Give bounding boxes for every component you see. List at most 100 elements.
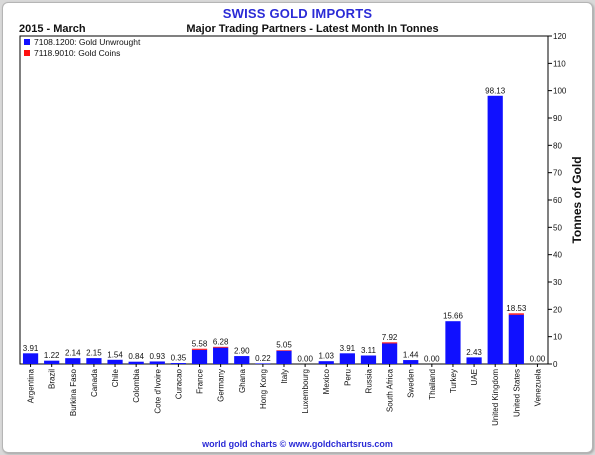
bar-coins-12 bbox=[276, 350, 292, 351]
bar-unwrought-10 bbox=[234, 356, 250, 364]
category-label: France bbox=[196, 368, 205, 393]
category-label: Curacao bbox=[174, 368, 183, 399]
category-label: Venezuela bbox=[533, 368, 542, 406]
data-label: 18.53 bbox=[506, 304, 527, 313]
y-tick-label: 70 bbox=[553, 169, 562, 178]
bar-coins-8 bbox=[191, 348, 208, 350]
category-label: Argentina bbox=[27, 368, 36, 403]
data-label: 0.84 bbox=[128, 352, 144, 361]
category-label: Ghana bbox=[238, 368, 247, 393]
category-label: Canada bbox=[90, 368, 99, 397]
bar-unwrought-5 bbox=[128, 361, 144, 364]
category-label: Thailand bbox=[428, 369, 437, 400]
bar-coins-17 bbox=[382, 342, 398, 344]
data-label: 2.14 bbox=[65, 349, 81, 358]
bars-group bbox=[22, 95, 524, 364]
y-tick-label: 110 bbox=[553, 59, 566, 68]
data-label: 0.22 bbox=[255, 354, 271, 363]
category-label: Russia bbox=[364, 368, 373, 393]
category-labels: Argentina Brazil Burkina Faso Canada Chile Co… bbox=[27, 364, 542, 426]
y-axis-label: Tonnes of Gold bbox=[570, 156, 584, 243]
bar-unwrought-20 bbox=[445, 321, 461, 364]
data-label: 5.58 bbox=[192, 339, 208, 348]
data-label: 2.90 bbox=[234, 347, 250, 356]
bar-unwrought-1 bbox=[44, 360, 60, 364]
category-label: Turkey bbox=[449, 369, 458, 393]
category-label: Mexico bbox=[322, 368, 331, 394]
data-label: 2.43 bbox=[466, 348, 482, 357]
bar-unwrought-16 bbox=[360, 355, 377, 364]
data-label: 3.11 bbox=[361, 346, 377, 355]
chart-subtitle: Major Trading Partners - Latest Month In… bbox=[186, 23, 439, 35]
chart-title: SWISS GOLD IMPORTS bbox=[222, 6, 373, 21]
category-label: Luxembourg bbox=[301, 369, 310, 413]
bar-unwrought-6 bbox=[149, 361, 165, 364]
category-label: Chile bbox=[111, 368, 120, 387]
data-label: 15.66 bbox=[443, 312, 464, 321]
legend-label: 7108.1200: Gold Unwrought bbox=[34, 37, 141, 47]
category-label: United States bbox=[512, 369, 521, 417]
data-label: 98.13 bbox=[485, 86, 506, 95]
category-label: United Kingdom bbox=[491, 369, 500, 426]
bar-unwrought-8 bbox=[191, 349, 208, 364]
data-label: 0.93 bbox=[149, 352, 165, 361]
bar-unwrought-0 bbox=[22, 353, 39, 364]
legend-label: 7118.9010: Gold Coins bbox=[34, 48, 120, 58]
category-label: Italy bbox=[280, 369, 289, 384]
y-tick-label: 40 bbox=[553, 251, 562, 260]
data-label: 0.00 bbox=[424, 355, 440, 364]
data-label: 0.00 bbox=[530, 355, 546, 364]
category-label: Colombia bbox=[132, 368, 141, 402]
bar-unwrought-2 bbox=[65, 358, 81, 364]
y-tick-label: 60 bbox=[553, 196, 562, 205]
category-label: UAE bbox=[470, 369, 479, 385]
category-label: Peru bbox=[343, 369, 352, 386]
bar-unwrought-14 bbox=[318, 361, 334, 364]
bar-unwrought-7 bbox=[170, 363, 187, 364]
y-tick-label: 10 bbox=[553, 333, 562, 342]
footer-credit: world gold charts © www.goldchartsrus.co… bbox=[202, 439, 393, 449]
bar-unwrought-18 bbox=[403, 360, 419, 364]
data-label: 1.44 bbox=[403, 351, 419, 360]
data-label: 0.35 bbox=[171, 354, 187, 363]
bar-unwrought-23 bbox=[508, 314, 524, 364]
bar-unwrought-17 bbox=[382, 343, 398, 364]
data-label: 2.15 bbox=[86, 349, 102, 358]
data-label: 1.54 bbox=[107, 350, 123, 359]
data-label: 0.00 bbox=[297, 355, 313, 364]
y-tick-label: 50 bbox=[553, 223, 562, 232]
y-axis-ticks: 0 10 20 30 40 50 60 70 80 90 100 110 120 bbox=[548, 32, 567, 369]
plot-area bbox=[19, 35, 549, 365]
category-label: Brazil bbox=[48, 369, 57, 389]
category-label: Burkina Faso bbox=[69, 368, 78, 416]
bar-unwrought-22 bbox=[487, 95, 503, 364]
y-tick-label: 20 bbox=[553, 305, 562, 314]
data-label: 3.91 bbox=[23, 344, 39, 353]
data-label: 1.22 bbox=[44, 351, 60, 360]
data-label: 1.03 bbox=[318, 352, 334, 361]
bar-unwrought-15 bbox=[339, 353, 355, 364]
category-label: Hong Kong bbox=[259, 369, 268, 409]
bar-unwrought-12 bbox=[276, 350, 292, 364]
y-tick-label: 120 bbox=[553, 32, 567, 41]
data-label: 5.05 bbox=[276, 341, 292, 350]
y-tick-label: 30 bbox=[553, 278, 562, 287]
bar-unwrought-11 bbox=[255, 363, 271, 364]
bar-unwrought-4 bbox=[107, 359, 123, 364]
data-label: 3.91 bbox=[340, 344, 356, 353]
y-tick-label: 100 bbox=[553, 87, 567, 96]
category-label: Germany bbox=[217, 369, 226, 402]
y-tick-label: 80 bbox=[553, 141, 562, 150]
bar-coins-9 bbox=[213, 346, 229, 348]
category-label: South Africa bbox=[386, 368, 395, 412]
category-label: Cote d'Ivoire bbox=[153, 368, 162, 413]
y-tick-label: 0 bbox=[553, 360, 558, 369]
data-label: 7.92 bbox=[382, 333, 398, 342]
bar-unwrought-9 bbox=[213, 347, 229, 364]
period-label: 2015 - March bbox=[19, 23, 86, 35]
bar-chart: 3.91 1.22 2.14 2.15 1.54 0.84 0.93 0.35 5.58 6.28… bbox=[19, 32, 584, 426]
bar-unwrought-3 bbox=[86, 358, 102, 364]
y-tick-label: 90 bbox=[553, 114, 562, 123]
